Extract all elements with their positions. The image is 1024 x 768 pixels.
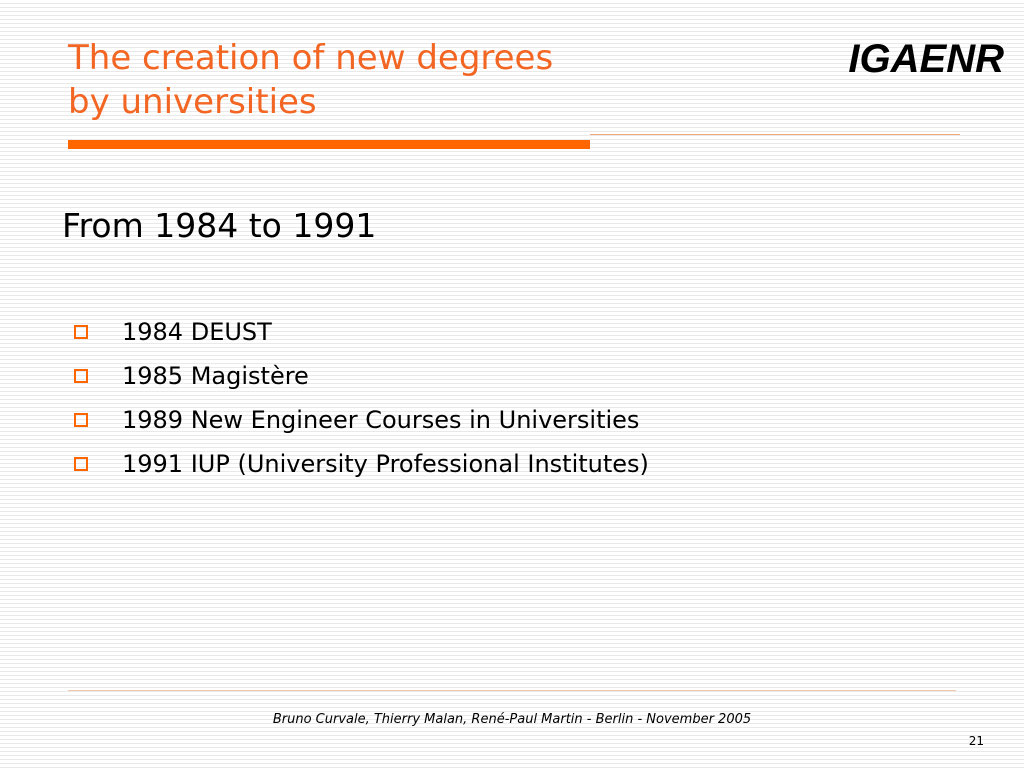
list-item: 1991 IUP (University Professional Instit… [72,442,649,486]
footer-divider [68,690,956,691]
header-accent-bar [68,140,590,149]
list-item: 1985 Magistère [72,354,649,398]
degree-list: 1984 DEUST 1985 Magistère 1989 New Engin… [72,310,649,486]
section-heading: From 1984 to 1991 [62,206,377,245]
slide-number: 21 [968,734,984,748]
igaenr-logo: IGAENR [848,37,1004,81]
slide-title-line-1: The creation of new degrees [68,38,554,78]
square-bullet-icon [74,413,88,427]
list-item: 1989 New Engineer Courses in Universitie… [72,398,649,442]
square-bullet-icon [74,457,88,471]
footer-credit: Bruno Curvale, Thierry Malan, René-Paul … [272,712,752,727]
list-item: 1984 DEUST [72,310,649,354]
header-thin-divider [590,134,960,135]
list-item-text: 1991 IUP (University Professional Instit… [122,450,649,478]
square-bullet-icon [74,369,88,383]
list-item-text: 1984 DEUST [122,318,272,346]
square-bullet-icon [74,325,88,339]
slide-title: The creation of new degrees by universit… [68,36,553,124]
slide-title-line-2: by universities [68,82,317,122]
list-item-text: 1989 New Engineer Courses in Universitie… [122,406,640,434]
list-item-text: 1985 Magistère [122,362,309,390]
